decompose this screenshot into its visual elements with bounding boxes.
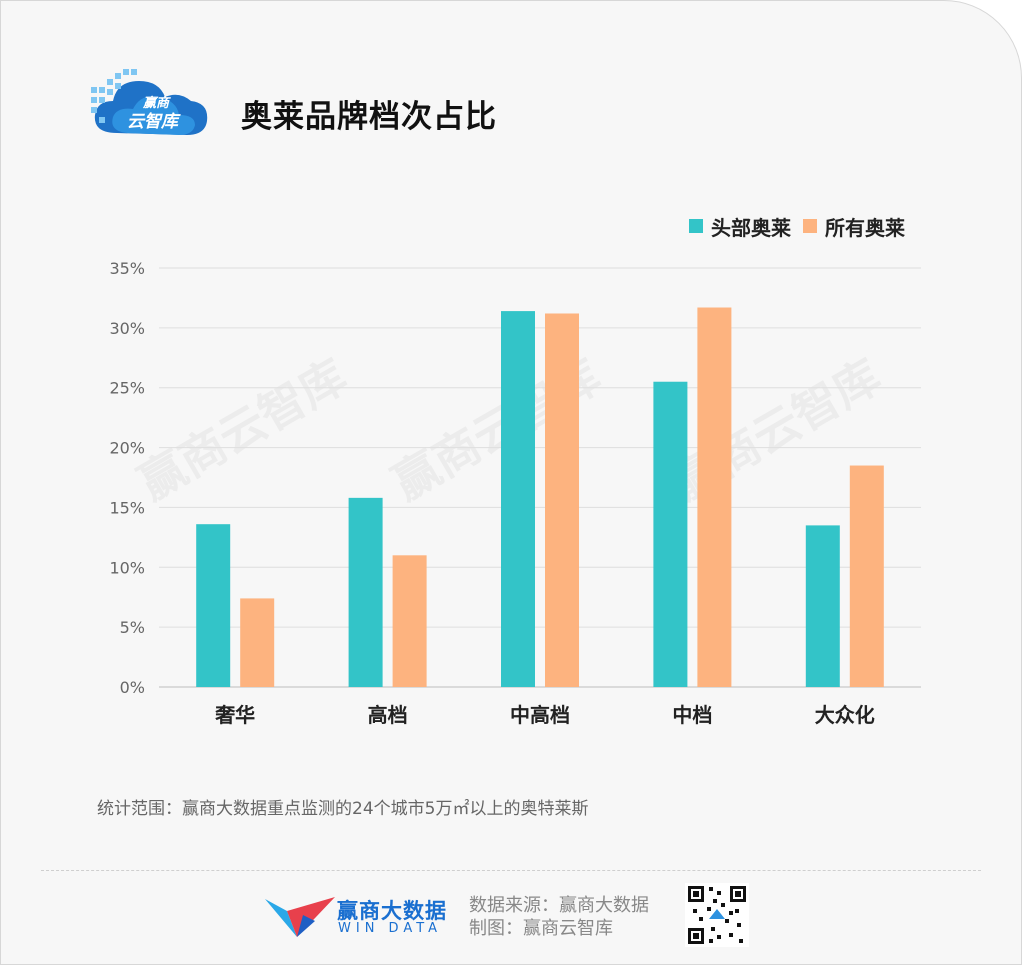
y-tick-label: 20% xyxy=(109,439,145,458)
bar-2: 所有奥莱 奢华: 7.4% xyxy=(240,598,275,687)
legend-label-series-1: 头部奥莱 xyxy=(711,215,791,240)
bar-1: 头部奥莱 中档: 25.5% xyxy=(653,381,688,687)
y-tick-label: 25% xyxy=(109,379,145,398)
bar-1: 头部奥莱 中高档: 31.4% xyxy=(501,311,535,687)
scope-note: 统计范围：赢商大数据重点监测的24个城市5万㎡以上的奥特莱斯 xyxy=(97,799,589,819)
bar-2: 所有奥莱 高档: 11% xyxy=(392,555,427,687)
watermark-text: 赢商云智库 xyxy=(130,349,356,511)
source-block: 数据来源：赢商大数据 制图：赢商云智库 xyxy=(469,894,649,940)
bar-1: 头部奥莱 高档: 15.8% xyxy=(348,497,383,687)
x-tick-label: 中高档 xyxy=(510,703,570,727)
legend-label-series-2: 所有奥莱 xyxy=(825,215,905,240)
bar-1: 头部奥莱 奢华: 13.6% xyxy=(196,524,231,687)
y-tick-label: 0% xyxy=(120,678,145,697)
x-tick-label: 高档 xyxy=(368,703,408,727)
x-tick-label: 中档 xyxy=(672,703,712,727)
y-tick-label: 15% xyxy=(109,498,145,517)
x-tick-label: 大众化 xyxy=(815,703,875,727)
footer-divider xyxy=(41,870,981,871)
yingshang-cloud-logo: 赢商 云智库 xyxy=(91,69,208,135)
legend-item-series-1: 头部奥莱 xyxy=(689,212,791,241)
chart-legend: 头部奥莱 所有奥莱 xyxy=(689,211,917,241)
y-tick-label: 35% xyxy=(109,259,145,278)
y-tick-label: 30% xyxy=(109,319,145,338)
bar-chart: 赢商云智库 赢商云智库 赢商云智库0%5%10%15%20%25%30%35%头部奥… xyxy=(109,259,921,727)
y-tick-label: 5% xyxy=(120,618,145,637)
source-line: 数据来源：赢商大数据 xyxy=(469,895,649,916)
bar-2: 所有奥莱 中档: 31.7% xyxy=(697,307,732,687)
bar-1: 头部奥莱 大众化: 13.5% xyxy=(805,525,840,687)
credit-line: 制图：赢商云智库 xyxy=(469,918,613,939)
bar-2: 所有奥莱 大众化: 18.5% xyxy=(849,465,884,687)
legend-item-series-2: 所有奥莱 xyxy=(803,212,905,241)
logo-top-text: 赢商 xyxy=(142,95,171,111)
chart-title: 奥莱品牌档次占比 xyxy=(241,99,497,135)
legend-swatch-series-1 xyxy=(689,219,703,233)
windata-logo-icon xyxy=(265,897,335,937)
brand-name: 赢商大数据 xyxy=(337,899,447,923)
logo-main-text: 云智库 xyxy=(127,112,181,132)
qr-code-icon xyxy=(685,883,749,947)
y-tick-label: 10% xyxy=(109,558,145,577)
brand-sub: WIN DATA xyxy=(338,921,443,936)
x-tick-label: 奢华 xyxy=(214,703,255,727)
legend-swatch-series-2 xyxy=(803,219,817,233)
bar-2: 所有奥莱 中高档: 31.2% xyxy=(545,313,579,687)
